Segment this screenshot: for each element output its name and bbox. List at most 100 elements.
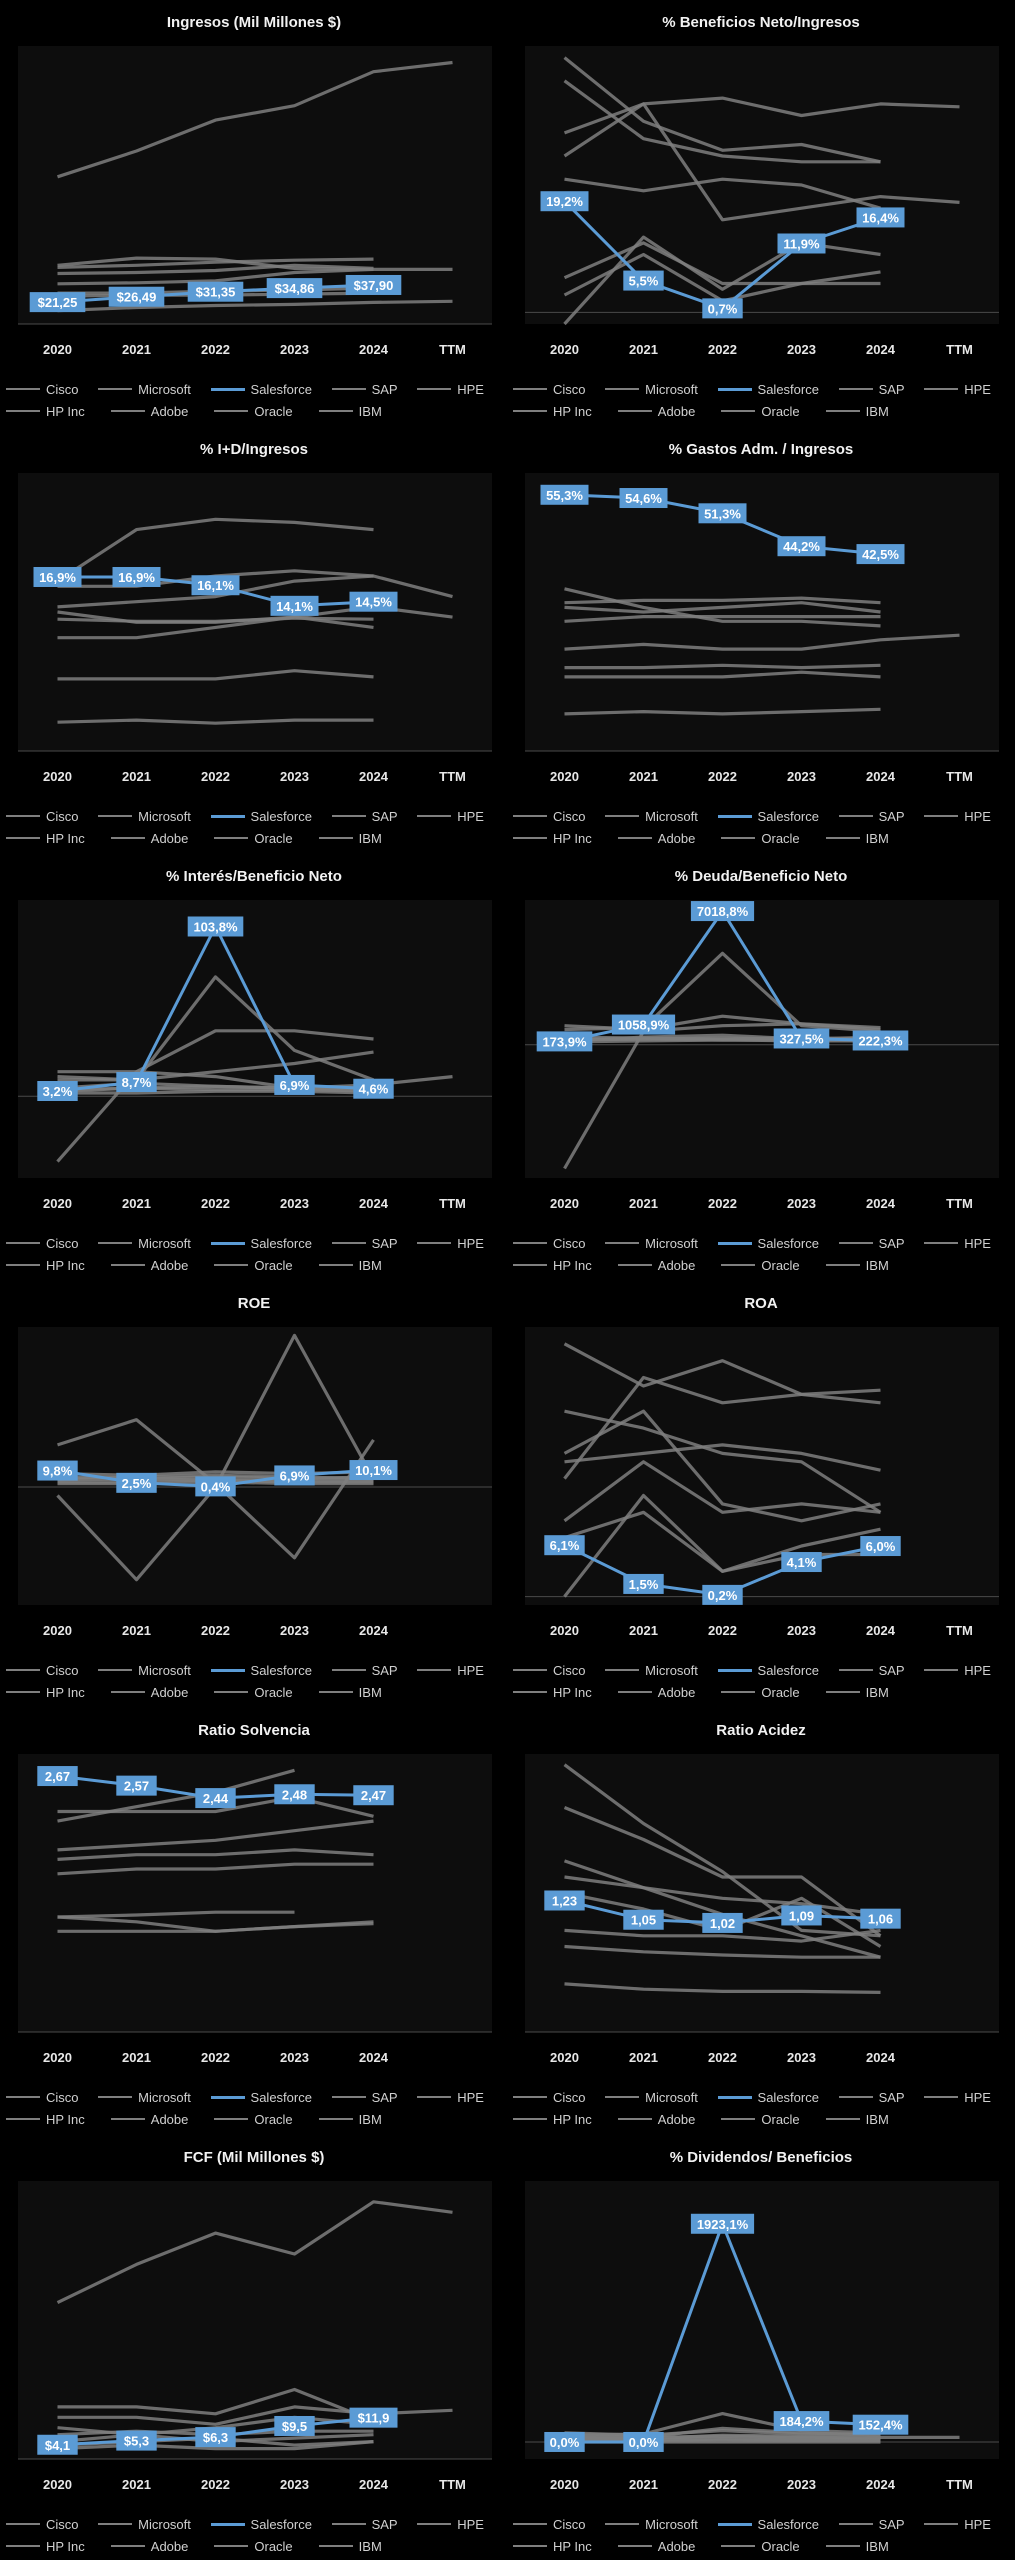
legend-label: IBM: [865, 2111, 889, 2127]
chart-plot: 6,1% 1,5% 0,2% 4,1% 6,0% 2020 2021 2022 2023 2024…: [525, 1327, 999, 1638]
chart-legend: Cisco Microsoft Salesforce SAP HPE HP Inc Adob…: [6, 1232, 502, 1278]
legend-swatch: [513, 2118, 547, 2120]
data-label: $5,3: [116, 2430, 157, 2451]
data-label: 184,2%: [773, 2411, 830, 2432]
legend-label: Cisco: [553, 2089, 586, 2105]
legend-item-microsoft: Microsoft: [605, 1236, 698, 1251]
legend-swatch: [605, 815, 640, 817]
legend-item-hp-inc: HP Inc: [6, 1258, 85, 1273]
legend-item-salesforce: Salesforce: [210, 809, 312, 824]
svg-text:152,4%: 152,4%: [858, 2418, 903, 2433]
legend-label: Adobe: [657, 1257, 696, 1273]
x-tick-label: TTM: [439, 1196, 466, 1211]
legend-label: Oracle: [761, 2538, 800, 2554]
legend-label: Microsoft: [138, 808, 191, 824]
chart-plot: 16,9% 16,9% 16,1% 14,1% 14,5% 2020 2021 2022 202…: [18, 473, 492, 784]
chart-panel-10: FCF (Mil Millones $) $4,1 $5,3 $6,3 $9,5 $11,…: [2, 2135, 506, 2559]
legend-label: SAP: [878, 1662, 905, 1678]
legend-swatch: [318, 410, 353, 412]
legend-item-salesforce: Salesforce: [717, 382, 819, 397]
legend-swatch: [721, 410, 756, 412]
legend-item-salesforce: Salesforce: [210, 2090, 312, 2105]
legend-swatch: [513, 1691, 547, 1693]
x-tick-label: 2024: [359, 2050, 389, 2065]
legend-item-microsoft: Microsoft: [605, 1663, 698, 1678]
legend-item-ibm: IBM: [825, 1258, 889, 1273]
series-line-ibm: [564, 663, 881, 670]
legend-item-ibm: IBM: [318, 1258, 382, 1273]
legend-swatch: [721, 1264, 756, 1266]
legend-label: HP Inc: [553, 830, 592, 846]
chart-legend: Cisco Microsoft Salesforce SAP HPE HP Inc Adob…: [6, 378, 502, 424]
legend-item-adobe: Adobe: [110, 831, 188, 846]
legend-swatch: [617, 2545, 652, 2547]
chart-plot: $4,1 $5,3 $6,3 $9,5 $11,9 2020 2021 2022 2023 202…: [18, 2181, 492, 2492]
legend-swatch: [838, 2096, 873, 2098]
legend-item-adobe: Adobe: [617, 404, 695, 419]
chart-title: % Dividendos/ Beneficios: [669, 2149, 853, 2166]
legend-item-oracle: Oracle: [721, 831, 800, 846]
x-tick-label: 2023: [280, 342, 309, 357]
chart-panel-4: % Interés/Beneficio Neto 3,2% 8,7% 103,8% 6,…: [2, 854, 506, 1278]
legend-label: Oracle: [761, 1684, 800, 1700]
series-line-adobe: [564, 1443, 881, 1472]
legend-swatch: [98, 1669, 133, 1671]
data-label: 0,2%: [702, 1584, 743, 1605]
legend-item-microsoft: Microsoft: [98, 2517, 191, 2532]
legend-item-microsoft: Microsoft: [605, 809, 698, 824]
legend-label: Microsoft: [138, 381, 191, 397]
svg-text:42,5%: 42,5%: [862, 547, 899, 562]
data-label: 2,44: [195, 1788, 236, 1809]
data-label: 1058,9%: [611, 1014, 676, 1035]
legend-swatch: [617, 837, 652, 839]
data-label: 1,02: [702, 1912, 743, 1933]
legend-item-hpe: HPE: [417, 2517, 484, 2532]
x-tick-label: 2021: [122, 1196, 151, 1211]
legend-label: Cisco: [46, 381, 79, 397]
x-tick-label: 2022: [708, 2477, 737, 2492]
legend-label: HPE: [457, 2089, 484, 2105]
data-label: $34,86: [266, 278, 323, 299]
legend-item-adobe: Adobe: [617, 1257, 696, 1273]
chart-plot: 9,8% 2,5% 0,4% 6,9% 10,1% 2020 2021 2022 2023 202…: [18, 1327, 492, 1638]
chart-title: % Interés/Beneficio Neto: [166, 868, 342, 885]
legend-swatch: [331, 1669, 366, 1671]
legend-item-sap: SAP: [838, 809, 905, 824]
legend-swatch: [721, 2545, 756, 2547]
svg-text:2,57: 2,57: [124, 1779, 149, 1794]
series-line-microsoft: [564, 601, 881, 614]
legend-swatch: [6, 2096, 40, 2098]
legend-item-hpe: HPE: [924, 1663, 991, 1678]
legend-swatch: [210, 814, 245, 818]
legend-item-sap: SAP: [331, 382, 398, 397]
legend-swatch: [98, 2523, 133, 2525]
chart-panel-7: ROA 6,1% 1,5% 0,2% 4,1% 6,0% 2020 2021 2022 2023 2…: [509, 1281, 1013, 1705]
legend-item-cisco: Cisco: [513, 2090, 586, 2105]
svg-text:0,2%: 0,2%: [708, 1588, 738, 1603]
legend-label: HPE: [457, 2516, 484, 2532]
x-tick-label: 2020: [43, 2477, 72, 2492]
legend-label: Adobe: [150, 1684, 189, 1700]
legend-label: HP Inc: [553, 2111, 592, 2127]
svg-text:44,2%: 44,2%: [783, 539, 820, 554]
legend-swatch: [617, 1691, 652, 1693]
svg-text:$11,9: $11,9: [358, 2411, 390, 2426]
chart-title: Ratio Acidez: [716, 1722, 806, 1739]
svg-text:4,6%: 4,6%: [359, 1082, 389, 1097]
data-label: 16,1%: [191, 575, 240, 596]
chart-title: ROE: [237, 1295, 271, 1312]
legend-label: Oracle: [254, 2538, 293, 2554]
x-tick-label: TTM: [946, 342, 973, 357]
legend-item-microsoft: Microsoft: [98, 2090, 191, 2105]
legend-swatch: [513, 1264, 547, 1266]
chart-panel-5: % Deuda/Beneficio Neto 173,9% 1058,9% 7018,…: [509, 854, 1013, 1278]
legend-swatch: [605, 1242, 640, 1244]
series-line-hp-inc: [564, 707, 881, 716]
data-label: $9,5: [274, 2415, 315, 2436]
legend-item-sap: SAP: [838, 1662, 905, 1678]
legend-label: Salesforce: [757, 808, 819, 824]
legend-swatch: [513, 1669, 547, 1671]
legend-item-oracle: Oracle: [214, 1258, 293, 1273]
x-tick-label: TTM: [946, 2477, 973, 2492]
